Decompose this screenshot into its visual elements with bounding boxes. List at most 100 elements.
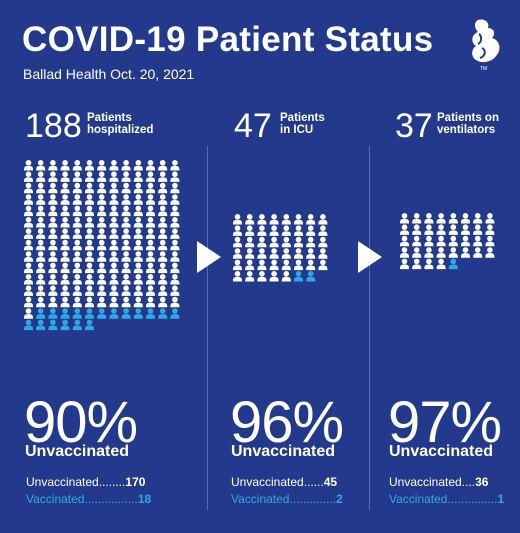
unvaccinated-person-icon xyxy=(48,171,58,182)
unvaccinated-person-icon xyxy=(60,217,70,228)
unvaccinated-person-icon xyxy=(36,182,46,194)
unvaccinated-person-icon xyxy=(294,225,303,236)
hospitalized-label: Patients hospitalized xyxy=(87,112,153,136)
vaccinated-person-icon xyxy=(85,319,94,331)
unvaccinated-person-icon xyxy=(72,205,82,217)
page-subtitle: Ballad Health Oct. 20, 2021 xyxy=(23,66,195,82)
hospitalized-pictogram xyxy=(24,160,180,331)
unvaccinated-person-icon xyxy=(133,251,143,262)
unvaccinated-person-icon xyxy=(36,228,46,239)
unvaccinated-person-icon xyxy=(170,285,180,296)
trademark-mark: TM xyxy=(480,66,488,72)
unvaccinated-person-icon xyxy=(48,205,58,217)
unvaccinated-person-icon xyxy=(158,160,168,171)
unvaccinated-person-icon xyxy=(60,296,70,308)
unvaccinated-person-icon xyxy=(48,251,58,262)
unvaccinated-person-icon xyxy=(48,296,58,308)
unvaccinated-person-icon xyxy=(306,225,316,236)
unvaccinated-person-icon xyxy=(85,274,94,285)
unvaccinated-person-icon xyxy=(97,217,107,228)
unvaccinated-row: Unvaccinated.... 36 xyxy=(389,474,504,491)
unvaccinated-person-icon xyxy=(133,217,143,228)
unvaccinated-person-icon xyxy=(85,217,94,228)
unvaccinated-person-icon xyxy=(473,224,483,235)
unvaccinated-person-icon xyxy=(97,171,107,182)
unvaccinated-person-icon xyxy=(158,194,168,205)
unvaccinated-person-icon xyxy=(158,251,168,262)
unvaccinated-person-icon xyxy=(436,258,446,270)
unvaccinated-person-icon xyxy=(133,194,143,205)
unvaccinated-person-icon xyxy=(109,205,119,217)
unvaccinated-person-icon xyxy=(461,235,470,247)
unvaccinated-person-icon xyxy=(85,194,94,205)
unvaccinated-person-icon xyxy=(85,160,94,171)
unvaccinated-person-icon xyxy=(170,262,180,274)
unvaccinated-person-icon xyxy=(158,262,168,274)
unvaccinated-person-icon xyxy=(170,160,180,171)
unvaccinated-person-icon xyxy=(306,248,316,259)
ventilator-label-line1: Patients on xyxy=(437,112,499,124)
unvaccinated-person-icon xyxy=(109,194,119,205)
icu-count: 47 xyxy=(234,107,272,145)
unvaccinated-person-icon xyxy=(133,160,143,171)
unvaccinated-person-icon xyxy=(245,236,255,248)
unvaccinated-person-icon xyxy=(72,182,82,194)
unvaccinated-person-icon xyxy=(245,259,255,271)
vaccinated-value: 2 xyxy=(336,492,343,506)
unvaccinated-person-icon xyxy=(233,259,242,271)
unvaccinated-person-icon xyxy=(461,213,470,224)
unvaccinated-person-icon xyxy=(158,217,168,228)
unvaccinated-person-icon xyxy=(72,285,82,296)
unvaccinated-label: Unvaccinated xyxy=(26,475,99,489)
unvaccinated-person-icon xyxy=(60,251,70,262)
unvaccinated-person-icon xyxy=(318,214,328,225)
unvaccinated-person-icon xyxy=(109,262,119,274)
vaccinated-person-icon xyxy=(36,319,46,331)
vaccinated-person-icon xyxy=(109,308,119,319)
unvaccinated-person-icon xyxy=(48,274,58,285)
arrow-right-icon xyxy=(197,241,221,273)
unvaccinated-person-icon xyxy=(121,285,131,296)
unvaccinated-person-icon xyxy=(146,205,155,217)
unvaccinated-person-icon xyxy=(60,194,70,205)
unvaccinated-person-icon xyxy=(436,224,446,235)
vaccinated-person-icon xyxy=(294,271,303,282)
unvaccinated-person-icon xyxy=(97,182,107,194)
unvaccinated-person-icon xyxy=(121,217,131,228)
vaccinated-person-icon xyxy=(306,271,316,282)
unvaccinated-person-icon xyxy=(60,171,70,182)
unvaccinated-person-icon xyxy=(146,171,155,182)
leader-dots: .... xyxy=(461,475,476,489)
leader-dots: .............. xyxy=(289,492,337,506)
unvaccinated-person-icon xyxy=(24,285,33,296)
unvaccinated-person-icon xyxy=(72,274,82,285)
divider-1 xyxy=(207,146,208,510)
unvaccinated-person-icon xyxy=(121,171,131,182)
unvaccinated-person-icon xyxy=(97,296,107,308)
unvaccinated-person-icon xyxy=(133,228,143,239)
unvaccinated-person-icon xyxy=(24,182,33,194)
unvaccinated-person-icon xyxy=(146,239,155,251)
unvaccinated-person-icon xyxy=(48,262,58,274)
unvaccinated-person-icon xyxy=(170,228,180,239)
unvaccinated-person-icon xyxy=(170,274,180,285)
unvaccinated-person-icon xyxy=(461,224,470,235)
page-title: COVID-19 Patient Status xyxy=(22,20,434,59)
vaccinated-person-icon xyxy=(48,308,58,319)
vaccinated-label: Vaccinated xyxy=(26,492,85,506)
unvaccinated-person-icon xyxy=(461,247,470,258)
unvaccinated-person-icon xyxy=(36,217,46,228)
unvaccinated-person-icon xyxy=(436,247,446,258)
vaccinated-person-icon xyxy=(448,258,458,270)
unvaccinated-person-icon xyxy=(48,182,58,194)
unvaccinated-person-icon xyxy=(97,262,107,274)
unvaccinated-person-icon xyxy=(233,248,242,259)
unvaccinated-person-icon xyxy=(318,248,328,259)
unvaccinated-person-icon xyxy=(36,296,46,308)
unvaccinated-person-icon xyxy=(473,235,483,247)
unvaccinated-person-icon xyxy=(146,182,155,194)
ventilator-percent-label: Unvaccinated xyxy=(389,443,494,460)
unvaccinated-person-icon xyxy=(318,236,328,248)
unvaccinated-person-icon xyxy=(85,171,94,182)
unvaccinated-person-icon xyxy=(448,235,458,247)
